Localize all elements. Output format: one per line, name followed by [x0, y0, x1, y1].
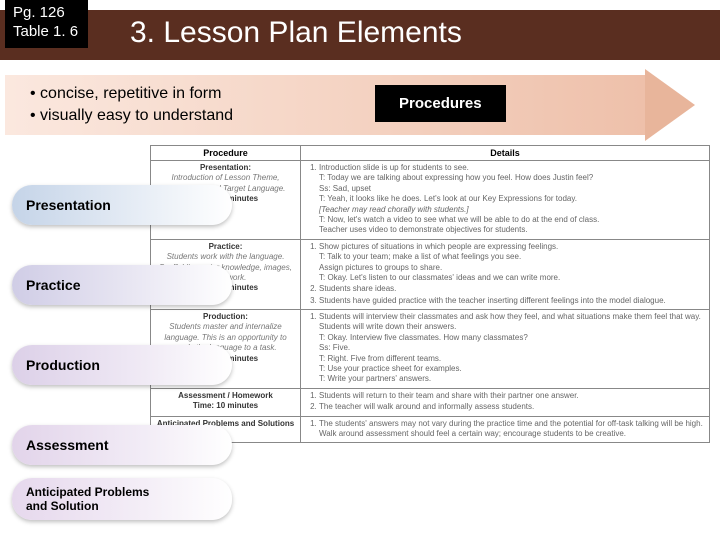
procedure-table: Procedure Details Presentation:Introduct… — [150, 145, 710, 443]
procedures-badge: Procedures — [375, 85, 506, 122]
stage-presentation: Presentation — [12, 185, 232, 225]
table-row: Presentation:Introduction of Lesson Them… — [151, 161, 710, 240]
page-title: 3. Lesson Plan Elements — [130, 16, 462, 50]
col-header-procedure: Procedure — [151, 146, 301, 161]
page-badge: Pg. 126 Table 1. 6 — [5, 0, 88, 48]
page-badge-line1: Pg. 126 — [13, 4, 78, 23]
stage-assessment: Assessment — [12, 425, 232, 465]
arrow-head-icon — [645, 69, 695, 141]
cell-details: Introduction slide is up for students to… — [301, 161, 710, 240]
header: Pg. 126 Table 1. 6 3. Lesson Plan Elemen… — [0, 0, 720, 65]
col-header-details: Details — [301, 146, 710, 161]
stage-anticipated: Anticipated Problemsand Solution — [12, 478, 232, 520]
table-row: Anticipated Problems and SolutionsThe st… — [151, 416, 710, 443]
cell-details: Students will interview their classmates… — [301, 310, 710, 389]
arrow-band: concise, repetitive in form visually eas… — [5, 75, 705, 135]
page-badge-line2: Table 1. 6 — [13, 23, 78, 42]
bullet-item: visually easy to understand — [30, 105, 233, 127]
cell-details: Show pictures of situations in which peo… — [301, 239, 710, 309]
table-body: Presentation:Introduction of Lesson Them… — [151, 161, 710, 443]
cell-details: The students' answers may not vary durin… — [301, 416, 710, 443]
cell-details: Students will return to their team and s… — [301, 388, 710, 416]
table-row: Assessment / HomeworkTime: 10 minutesStu… — [151, 388, 710, 416]
stage-production: Production — [12, 345, 232, 385]
cell-procedure: Assessment / HomeworkTime: 10 minutes — [151, 388, 301, 416]
procedure-table-wrap: Procedure Details Presentation:Introduct… — [150, 145, 710, 443]
table-row: Practice:Students work with the language… — [151, 239, 710, 309]
stage-practice: Practice — [12, 265, 232, 305]
table-row: Production:Students master and internali… — [151, 310, 710, 389]
bullet-item: concise, repetitive in form — [30, 83, 233, 105]
bullet-list: concise, repetitive in form visually eas… — [30, 83, 233, 128]
